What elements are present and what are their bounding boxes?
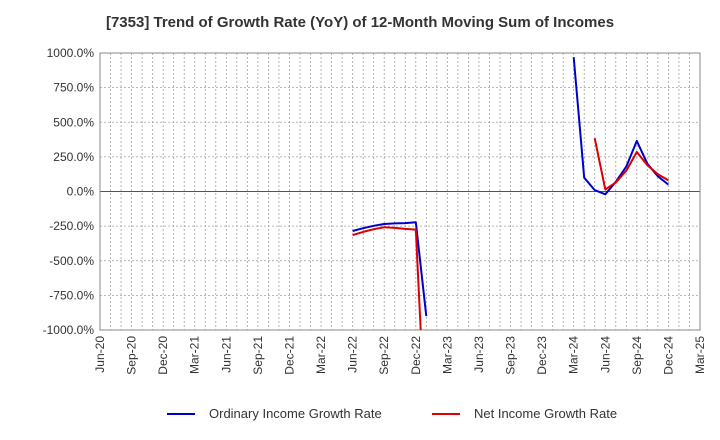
- y-tick-label: -750.0%: [49, 288, 94, 302]
- x-tick-label: Dec-22: [409, 336, 423, 375]
- x-tick-label: Sep-23: [504, 336, 518, 375]
- x-tick-label: Mar-23: [440, 336, 454, 374]
- plot-frame: [99, 52, 701, 331]
- chart-legend: Ordinary Income Growth Rate Net Income G…: [0, 406, 720, 426]
- series-line-ordinary: [352, 221, 428, 317]
- x-tick-label: Sep-22: [377, 336, 391, 375]
- legend-swatch-net: [432, 412, 460, 415]
- x-tick-label: Jun-23: [472, 336, 486, 373]
- legend-swatch-ordinary: [167, 412, 195, 415]
- x-tick-label: Sep-20: [125, 336, 139, 375]
- y-tick-label: 250.0%: [53, 150, 94, 164]
- y-tick-label: -500.0%: [49, 254, 94, 268]
- legend-label-net: Net Income Growth Rate: [474, 406, 618, 421]
- series-line-net: [352, 226, 422, 331]
- y-tick-label: 750.0%: [53, 81, 94, 95]
- x-tick-label: Jun-24: [598, 336, 612, 373]
- legend-item-ordinary: Ordinary Income Growth Rate: [167, 406, 382, 421]
- x-tick-label: Dec-24: [661, 336, 675, 375]
- legend-item-net: Net Income Growth Rate: [432, 406, 617, 421]
- y-tick-label: -250.0%: [49, 219, 94, 233]
- chart-title: [7353] Trend of Growth Rate (YoY) of 12-…: [105, 14, 615, 31]
- x-tick-label: Dec-20: [156, 336, 170, 375]
- x-tick-label: Mar-24: [567, 336, 581, 374]
- x-tick-label: Mar-22: [314, 336, 328, 374]
- y-tick-label: 500.0%: [53, 115, 94, 129]
- x-tick-label: Mar-21: [188, 336, 202, 374]
- x-tick-label: Jun-22: [346, 336, 360, 373]
- y-tick-label: 1000.0%: [47, 46, 95, 60]
- legend-label-ordinary: Ordinary Income Growth Rate: [209, 406, 382, 421]
- x-tick-label: Jun-20: [93, 336, 107, 373]
- x-tick-label: Sep-24: [630, 336, 644, 375]
- x-tick-label: Sep-21: [251, 336, 265, 375]
- x-tick-label: Dec-21: [282, 336, 296, 375]
- x-tick-label: Mar-25: [693, 336, 707, 374]
- series-line-net: [593, 137, 669, 191]
- x-tick-label: Jun-21: [219, 336, 233, 373]
- x-tick-label: Dec-23: [535, 336, 549, 375]
- y-tick-label: -1000.0%: [43, 323, 95, 337]
- y-tick-label: 0.0%: [67, 185, 95, 199]
